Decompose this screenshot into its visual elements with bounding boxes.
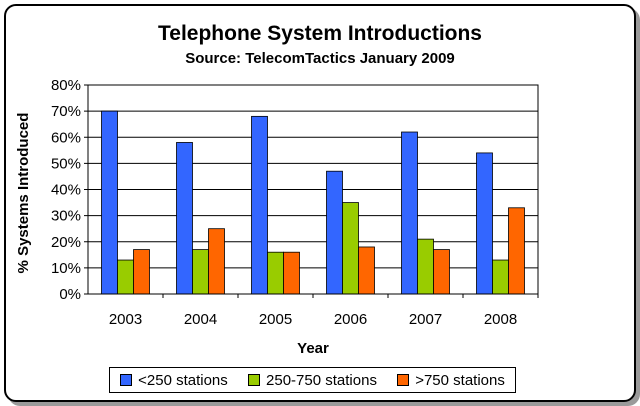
legend-label: >750 stations	[415, 371, 505, 389]
legend-item: <250 stations	[120, 372, 228, 389]
bars	[101, 110, 525, 295]
y-tick-label: 20%	[51, 234, 81, 251]
legend-item: >750 stations	[397, 372, 505, 389]
x-tick-label: 2007	[409, 311, 442, 328]
bar	[117, 259, 134, 295]
y-tick-label: 30%	[51, 208, 81, 225]
bar	[401, 131, 418, 295]
x-tick-label: 2008	[484, 311, 517, 328]
axes: 0% 10% 20% 30% 40% 50% 60% 70% 80% 2003 2004 2005 20…	[51, 77, 539, 328]
bar	[476, 152, 493, 295]
legend-label: 250-750 stations	[266, 371, 377, 389]
y-tick-label: 40%	[51, 182, 81, 199]
x-axis-label: Year	[297, 340, 329, 357]
bar	[417, 238, 434, 295]
bar	[101, 110, 118, 295]
bar	[283, 251, 300, 295]
legend-label: <250 stations	[138, 371, 228, 389]
x-tick-label: 2006	[334, 311, 367, 328]
legend-swatch	[397, 374, 410, 386]
x-tick-label: 2004	[184, 311, 217, 328]
bar	[133, 249, 150, 295]
bar	[342, 202, 359, 295]
legend-swatch	[120, 374, 133, 386]
chart-title: Telephone System Introductions	[158, 22, 482, 45]
legend-item: 250-750 stations	[248, 372, 377, 389]
legend: <250 stations 250-750 stations >750 statio…	[109, 367, 516, 393]
bar	[508, 207, 525, 295]
bar	[176, 142, 193, 295]
y-tick-label: 10%	[51, 260, 81, 277]
y-axis-label: % Systems Introduced	[15, 113, 32, 274]
y-tick-label: 60%	[51, 129, 81, 146]
bar	[326, 170, 343, 295]
gridlines	[88, 84, 538, 269]
bar	[208, 228, 225, 295]
y-tick-label: 80%	[51, 77, 81, 94]
bar	[267, 251, 284, 295]
y-tick-label: 70%	[51, 103, 81, 120]
bar	[192, 249, 209, 295]
bar	[433, 249, 450, 295]
bar	[492, 259, 509, 295]
y-tick-label: 50%	[51, 155, 81, 172]
x-tick-label: 2005	[259, 311, 292, 328]
y-tick-label: 0%	[59, 286, 81, 303]
x-tick-label: 2003	[109, 311, 142, 328]
chart-subtitle: Source: TelecomTactics January 2009	[185, 50, 455, 67]
legend-swatch	[248, 374, 261, 386]
bar	[251, 115, 268, 295]
bar	[358, 246, 375, 295]
